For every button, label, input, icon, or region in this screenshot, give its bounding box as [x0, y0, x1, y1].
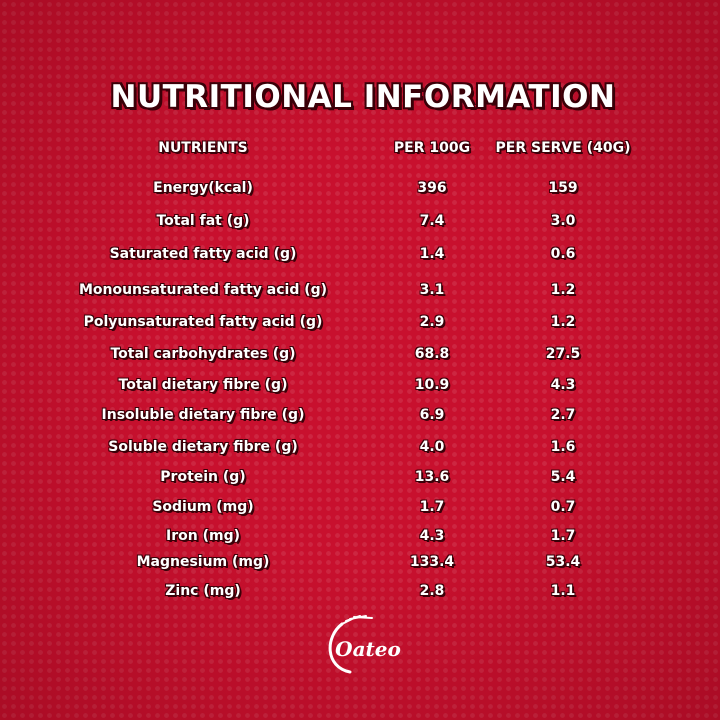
nutrient-value: 3.0 [550, 213, 576, 229]
nutrient-value: 53.4 [545, 554, 581, 570]
logo-text: Oateo [335, 637, 401, 661]
nutrient-value: 133.4 [409, 554, 455, 570]
nutrient-name: Monounsaturated fatty acid (g) [78, 282, 328, 298]
nutrient-value: 7.4 [419, 213, 445, 229]
nutrient-value: 1.2 [550, 314, 576, 330]
column-header: NUTRIENTS [158, 140, 248, 156]
nutrient-name: Energy(kcal) [153, 180, 253, 196]
column-header: PER SERVE (40G) [495, 140, 631, 156]
nutrient-value: 396 [417, 180, 447, 196]
nutrient-value: 10.9 [414, 377, 450, 393]
nutrient-value: 2.7 [550, 407, 576, 423]
title: NUTRITIONAL INFORMATION [110, 79, 616, 115]
nutrient-value: 159 [548, 180, 578, 196]
nutrient-value: 4.0 [419, 439, 445, 455]
nutrient-value: 68.8 [414, 346, 450, 362]
nutrient-name: Zinc (mg) [165, 583, 241, 599]
nutrient-value: 5.4 [550, 469, 576, 485]
nutrient-value: 1.6 [550, 439, 576, 455]
nutrient-value: 27.5 [545, 346, 581, 362]
nutrient-value: 1.7 [419, 499, 445, 515]
nutrient-value: 2.9 [419, 314, 445, 330]
nutrient-value: 2.8 [419, 583, 445, 599]
nutrient-name: Sodium (mg) [152, 499, 254, 515]
nutrient-name: Insoluble dietary fibre (g) [101, 407, 305, 423]
nutrient-value: 1.2 [550, 282, 576, 298]
nutrient-name: Total carbohydrates (g) [110, 346, 296, 362]
nutrient-value: 0.7 [550, 499, 576, 515]
nutrient-value: 13.6 [414, 469, 450, 485]
nutrient-name: Total dietary fibre (g) [118, 377, 288, 393]
nutrient-name: Soluble dietary fibre (g) [108, 439, 298, 455]
nutrient-value: 1.1 [550, 583, 576, 599]
nutrient-name: Polyunsaturated fatty acid (g) [83, 314, 323, 330]
nutrient-name: Protein (g) [160, 469, 246, 485]
nutrient-value: 6.9 [419, 407, 445, 423]
nutrient-value: 4.3 [550, 377, 576, 393]
nutrient-name: Iron (mg) [166, 528, 240, 544]
logo: Oateo [328, 615, 401, 674]
nutrient-value: 1.7 [550, 528, 576, 544]
nutrient-value: 0.6 [550, 246, 576, 262]
nutrient-value: 4.3 [419, 528, 445, 544]
nutrient-value: 1.4 [419, 246, 445, 262]
nutrient-name: Magnesium (mg) [136, 554, 270, 570]
column-header: PER 100G [393, 140, 471, 156]
nutrient-name: Saturated fatty acid (g) [109, 246, 297, 262]
nutrient-value: 3.1 [419, 282, 445, 298]
nutrient-name: Total fat (g) [156, 213, 250, 229]
